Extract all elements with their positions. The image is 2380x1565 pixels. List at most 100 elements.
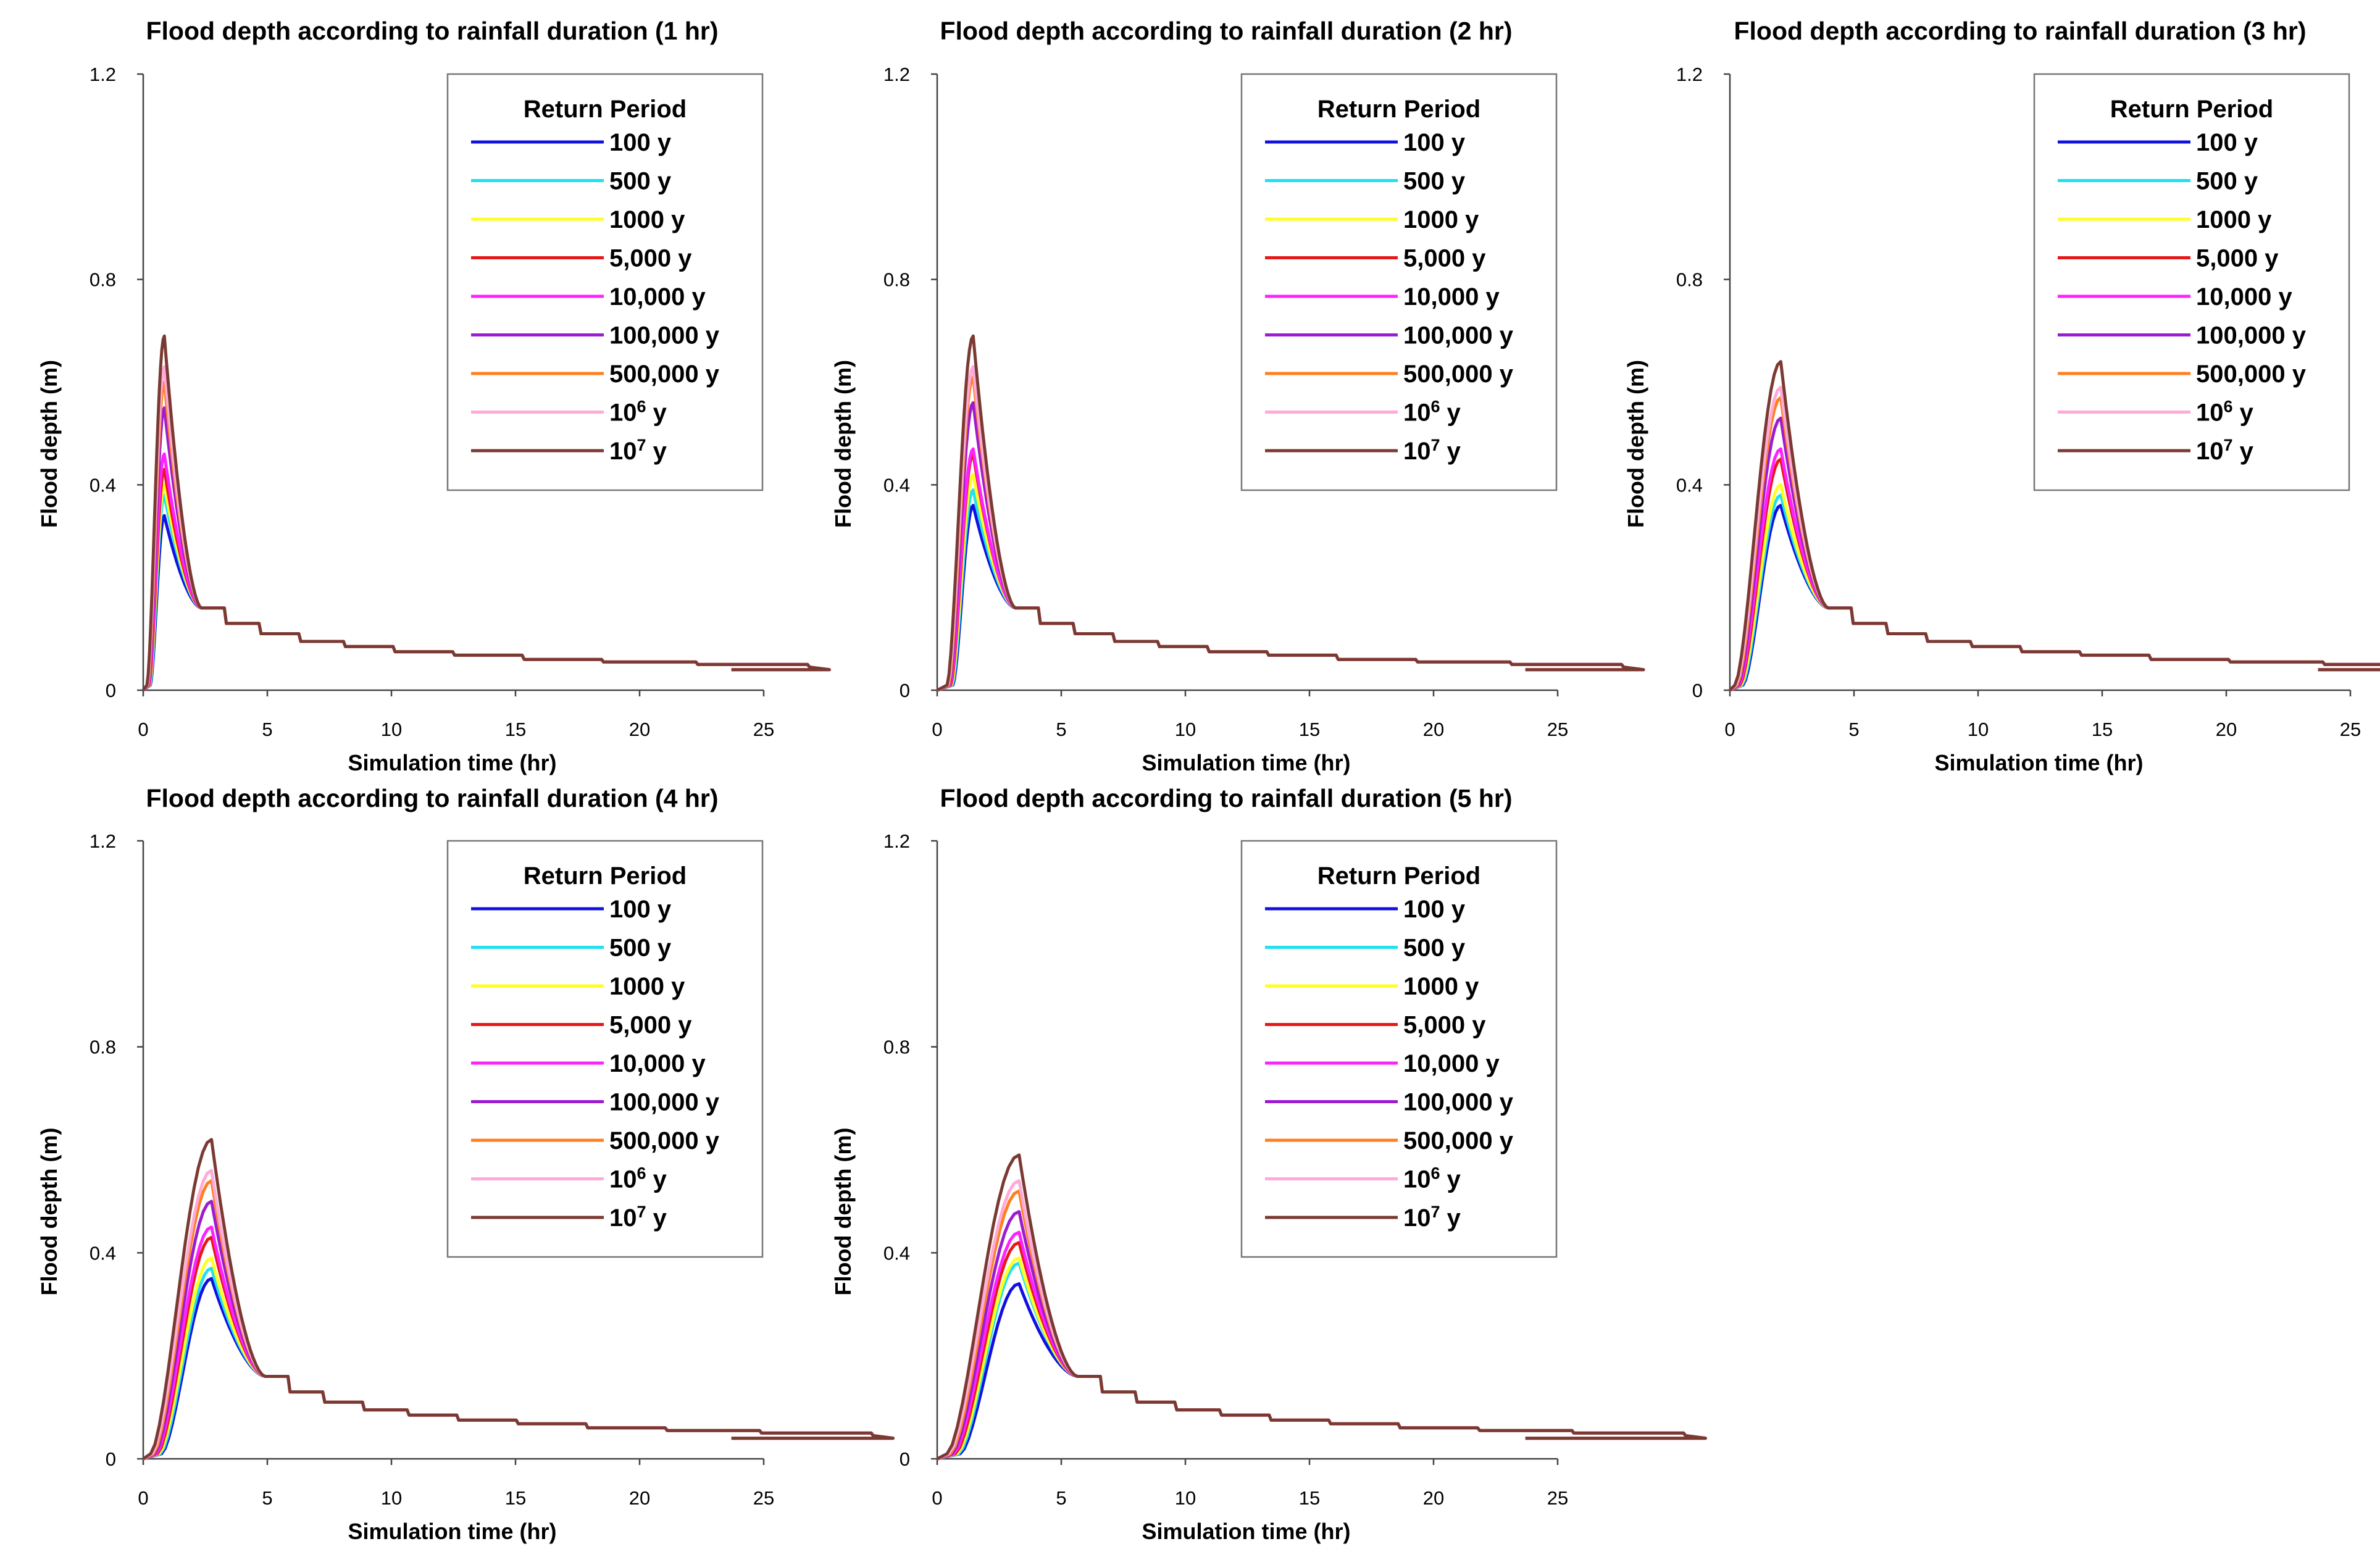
y-tick-label: 1.2 bbox=[1676, 64, 1703, 85]
y-tick-label: 0.4 bbox=[90, 1242, 116, 1264]
legend-label: 500,000 y bbox=[609, 1127, 720, 1154]
y-tick-label: 0 bbox=[900, 680, 910, 701]
legend-label: 500 y bbox=[1403, 935, 1466, 962]
chart-title: Flood depth according to rainfall durati… bbox=[146, 784, 718, 812]
legend-title: Return Period bbox=[1317, 96, 1480, 123]
x-tick-label: 0 bbox=[138, 719, 148, 740]
x-axis-label: Simulation time (hr) bbox=[348, 1519, 556, 1544]
legend-label: 10,000 y bbox=[1403, 283, 1500, 311]
series-line bbox=[937, 1261, 1707, 1461]
legend-label: 500,000 y bbox=[2196, 361, 2307, 388]
legend-label: 500 y bbox=[1403, 168, 1466, 195]
legend-label: 500,000 y bbox=[1403, 1127, 1514, 1154]
series-line bbox=[142, 467, 831, 691]
series-line bbox=[937, 488, 1645, 692]
x-axis-label: Simulation time (hr) bbox=[1142, 1519, 1350, 1544]
y-axis-label: Flood depth (m) bbox=[830, 1128, 856, 1296]
legend-title: Return Period bbox=[1317, 862, 1480, 890]
series-line bbox=[937, 473, 1645, 692]
series-line bbox=[936, 1153, 1707, 1461]
legend-label: 5,000 y bbox=[609, 245, 692, 272]
legend-label: 10,000 y bbox=[609, 283, 706, 311]
chart-title: Flood depth according to rainfall durati… bbox=[1734, 17, 2306, 45]
y-tick-label: 1.2 bbox=[90, 830, 116, 852]
legend-label: 107 y bbox=[609, 436, 667, 465]
y-tick-label: 0.4 bbox=[90, 474, 116, 496]
chart-panel-3: Flood depth according to rainfall durati… bbox=[1623, 17, 2380, 775]
legend-label: 100,000 y bbox=[609, 322, 720, 349]
x-tick-label: 10 bbox=[1175, 1487, 1196, 1509]
x-tick-label: 0 bbox=[932, 719, 942, 740]
legend-box bbox=[1240, 73, 1558, 491]
y-tick-label: 0.4 bbox=[883, 1242, 910, 1264]
x-tick-label: 20 bbox=[629, 719, 650, 740]
y-tick-label: 0.4 bbox=[883, 474, 910, 496]
legend: Return Period 100 y 500 y 1000 y 5,000 y 10,0… bbox=[1240, 73, 1558, 491]
chart-title: Flood depth according to rainfall durati… bbox=[940, 784, 1512, 812]
x-tick-label: 0 bbox=[932, 1487, 942, 1509]
x-tick-label: 5 bbox=[1056, 719, 1066, 740]
x-tick-label: 20 bbox=[2216, 719, 2237, 740]
x-tick-label: 25 bbox=[753, 1487, 774, 1509]
legend-label: 106 y bbox=[609, 398, 667, 427]
series-line bbox=[936, 334, 1645, 692]
x-tick-label: 25 bbox=[1547, 719, 1568, 740]
y-tick-label: 0.8 bbox=[883, 269, 910, 291]
legend-label: 107 y bbox=[609, 1203, 667, 1232]
x-tick-label: 0 bbox=[1724, 719, 1735, 740]
x-axis-label: Simulation time (hr) bbox=[1934, 750, 2143, 775]
legend-label: 107 y bbox=[1403, 1203, 1461, 1232]
legend-label: 107 y bbox=[2196, 436, 2254, 465]
chart-panel-2: Flood depth according to rainfall durati… bbox=[830, 17, 1645, 775]
legend: Return Period 100 y 500 y 1000 y 5,000 y 10,0… bbox=[446, 840, 764, 1258]
y-axis-label: Flood depth (m) bbox=[36, 1128, 62, 1296]
y-tick-label: 0.4 bbox=[1676, 474, 1703, 496]
series-line bbox=[1729, 457, 2380, 692]
legend-label: 1000 y bbox=[2196, 206, 2272, 233]
x-tick-label: 5 bbox=[1056, 1487, 1066, 1509]
x-tick-label: 20 bbox=[629, 1487, 650, 1509]
legend-label: 100 y bbox=[609, 896, 672, 923]
series-line bbox=[143, 1256, 895, 1461]
legend-label: 500,000 y bbox=[609, 361, 720, 388]
legend-label: 100,000 y bbox=[609, 1089, 720, 1116]
legend-box bbox=[446, 840, 764, 1258]
legend-label: 100,000 y bbox=[1403, 1089, 1514, 1116]
legend-label: 106 y bbox=[1403, 398, 1461, 427]
series-line bbox=[142, 493, 831, 691]
legend-label: 5,000 y bbox=[2196, 245, 2279, 272]
x-tick-label: 5 bbox=[1848, 719, 1859, 740]
x-tick-label: 15 bbox=[505, 719, 526, 740]
legend-label: 106 y bbox=[2196, 398, 2254, 427]
legend-box bbox=[446, 73, 764, 491]
x-tick-label: 5 bbox=[262, 719, 272, 740]
x-tick-label: 15 bbox=[1299, 1487, 1320, 1509]
legend-label: 106 y bbox=[609, 1164, 667, 1193]
chart-panel-4: Flood depth according to rainfall durati… bbox=[36, 784, 895, 1544]
x-tick-label: 25 bbox=[753, 719, 774, 740]
legend-title: Return Period bbox=[524, 862, 687, 890]
series-line bbox=[141, 334, 831, 691]
chart-panel-1: Flood depth according to rainfall durati… bbox=[36, 17, 831, 775]
y-tick-label: 0.8 bbox=[90, 269, 116, 291]
legend-label: 10,000 y bbox=[609, 1050, 706, 1077]
y-tick-label: 0 bbox=[900, 1448, 910, 1470]
series-line bbox=[1729, 483, 2380, 692]
legend-title: Return Period bbox=[2110, 96, 2273, 123]
y-tick-label: 0 bbox=[106, 1448, 116, 1470]
y-tick-label: 1.2 bbox=[883, 64, 910, 85]
legend-label: 107 y bbox=[1403, 436, 1461, 465]
legend-label: 5,000 y bbox=[609, 1012, 692, 1039]
series-line bbox=[142, 1138, 895, 1461]
legend-label: 5,000 y bbox=[1403, 245, 1486, 272]
chart-panel-5: Flood depth according to rainfall durati… bbox=[830, 784, 1707, 1544]
x-tick-label: 20 bbox=[1423, 1487, 1444, 1509]
y-tick-label: 1.2 bbox=[90, 64, 116, 85]
legend-label: 100,000 y bbox=[2196, 322, 2307, 349]
x-tick-label: 20 bbox=[1423, 719, 1444, 740]
legend-label: 5,000 y bbox=[1403, 1012, 1486, 1039]
legend: Return Period 100 y 500 y 1000 y 5,000 y 10,0… bbox=[446, 73, 764, 491]
y-tick-label: 0 bbox=[106, 680, 116, 701]
x-tick-label: 0 bbox=[138, 1487, 148, 1509]
